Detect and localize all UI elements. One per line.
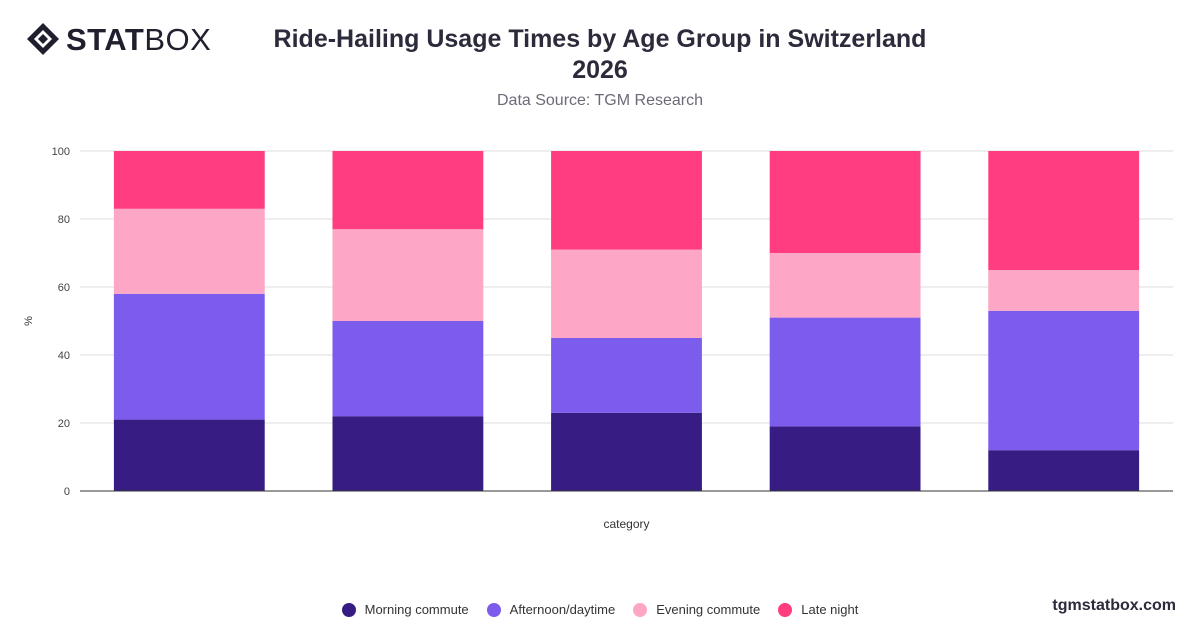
logo-light-text: BOX: [144, 21, 212, 57]
legend-swatch-icon: [486, 602, 501, 617]
diamond-logo-icon: [27, 23, 59, 55]
bar-segment: [988, 270, 1140, 311]
y-tick-label: 0: [64, 486, 70, 498]
legend-item: Afternoon/daytime: [486, 602, 616, 617]
legend-label: Afternoon/daytime: [509, 602, 616, 617]
bar-segment: [332, 321, 484, 417]
bar-segment: [113, 293, 265, 420]
chart-title: Ride-Hailing Usage Times by Age Group in…: [250, 24, 950, 86]
bar-segment: [769, 426, 921, 491]
y-axis-title: %: [23, 316, 35, 326]
chart-title-line1: Ride-Hailing Usage Times by Age Group in…: [273, 25, 927, 53]
chart-subtitle: Data Source: TGM Research: [496, 92, 703, 109]
bar-segment: [113, 208, 265, 294]
legend-label: Evening commute: [656, 602, 761, 617]
y-tick-label: 60: [58, 282, 70, 294]
chart-title-line2: 2026: [572, 56, 628, 84]
bar-segment: [769, 253, 921, 318]
y-tick-label: 20: [58, 418, 70, 430]
y-tick-label: 40: [58, 350, 70, 362]
legend-item: Late night: [778, 602, 858, 617]
bar-segment: [332, 229, 484, 321]
bar-segment: [769, 317, 921, 427]
legend-label: Late night: [801, 602, 859, 617]
bar-segment: [551, 412, 702, 491]
legend-swatch-icon: [633, 602, 648, 617]
legend-item: Morning commute: [341, 602, 469, 617]
logo-bold-text: STAT: [66, 21, 145, 57]
statbox-logo: STATBOX: [26, 22, 211, 56]
footer-brand: tgmstatbox.com: [1052, 597, 1176, 614]
bar-segment: [551, 151, 702, 250]
y-tick-label: 80: [58, 214, 70, 226]
bar-segment: [113, 151, 265, 209]
legend-swatch-icon: [778, 602, 793, 617]
chart-legend: Morning commute Afternoon/daytime Evening …: [0, 602, 1200, 617]
logo-wordmark: STATBOX: [66, 24, 211, 55]
bar-segment: [332, 151, 484, 230]
bar-segment: [551, 338, 702, 413]
bar-segment: [988, 310, 1140, 451]
bar-segment: [988, 450, 1140, 491]
legend-item: Evening commute: [633, 602, 760, 617]
bar-segment: [769, 151, 921, 253]
bar-segment: [551, 249, 702, 338]
bar-segment: [113, 419, 265, 491]
bar-segment: [988, 151, 1140, 270]
legend-label: Morning commute: [364, 602, 469, 617]
x-axis-title: category: [603, 517, 649, 531]
y-tick-label: 100: [52, 146, 70, 158]
legend-swatch-icon: [341, 602, 356, 617]
bar-segment: [332, 416, 484, 491]
